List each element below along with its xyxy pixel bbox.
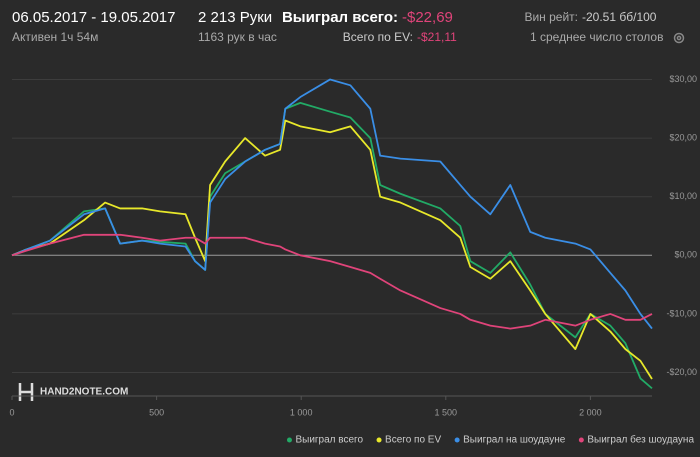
y-tick-label: -$10,00: [666, 308, 697, 318]
y-tick-label: $30,00: [669, 74, 697, 84]
ev-value: -$21,11: [417, 30, 457, 44]
legend-item: Выиграл без шоудауна: [578, 434, 694, 446]
x-tick-label: 1 500: [435, 407, 458, 417]
hands-per-hour: 1163 рук в час: [198, 30, 277, 44]
legend-marker: [376, 437, 382, 443]
avg-tables: 1 среднее число столов: [530, 30, 663, 44]
winrate-label: Вин рейт:: [524, 10, 578, 24]
y-tick-label: $0,00: [674, 250, 697, 260]
y-tick-label: $10,00: [669, 191, 697, 201]
legend-marker: [286, 437, 292, 443]
x-tick-label: 0: [9, 407, 14, 417]
series-line: [11, 233, 653, 330]
settings-icon[interactable]: [673, 32, 685, 44]
series-line: [11, 78, 653, 330]
x-tick-label: 500: [149, 407, 164, 417]
x-tick-label: 1 000: [290, 407, 313, 417]
winrate-value: -20.51 бб/100: [582, 10, 657, 24]
legend-marker: [578, 437, 584, 443]
legend-label: Выиграл на шоудауне: [463, 435, 566, 446]
legend-item: Всего по EV: [376, 435, 441, 446]
legend-marker: [454, 437, 460, 443]
legend-label: Выиграл без шоудауна: [587, 434, 694, 446]
date-range: 06.05.2017 - 19.05.2017: [12, 9, 175, 26]
hands: 2 213 Руки: [198, 9, 272, 26]
legend: Выиграл всего Всего по EV Выиграл на шоуда…: [286, 434, 694, 446]
legend-item: Выиграл на шоудауне: [454, 435, 566, 446]
legend-label: Всего по EV: [385, 435, 441, 446]
won-value: -$22,69: [402, 9, 453, 26]
ev-label: Всего по EV:: [343, 30, 413, 44]
y-tick-label: $20,00: [669, 132, 697, 142]
won-label: Выиграл всего:: [282, 9, 398, 26]
y-tick-label: -$20,00: [666, 367, 697, 377]
plot: $30,00 $20,00 $10,00 $0,00 -$10,00 -$20,00 0 50…: [9, 74, 697, 446]
active-time: Активен 1ч 54м: [12, 30, 98, 44]
logo-text: HAND2NOTE.COM: [40, 387, 128, 398]
logo: HAND2NOTE.COM: [18, 383, 128, 401]
legend-item: Выиграл всего: [286, 435, 363, 446]
series-line: [11, 119, 653, 380]
legend-label: Выиграл всего: [295, 435, 363, 446]
x-tick-label: 2 000: [579, 407, 602, 417]
